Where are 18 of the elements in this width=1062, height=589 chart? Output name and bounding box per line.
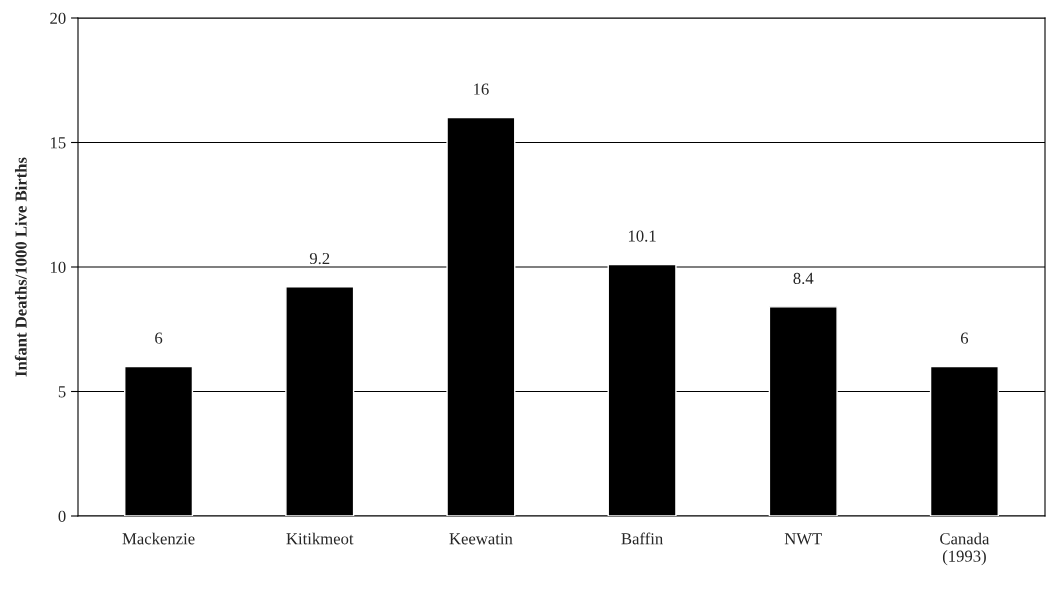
x-tick-label: Kitikmeot: [286, 532, 354, 545]
data-label: 6: [155, 332, 163, 344]
data-label: 9.2: [309, 252, 330, 265]
y-axis-title: Infant Deaths/1000 Live Births: [14, 157, 27, 377]
x-tick-label: Baffin: [621, 532, 663, 545]
y-tick-label: 10: [50, 261, 66, 273]
x-tick-label: Mackenzie: [122, 532, 195, 545]
x-tick-label: Keewatin: [449, 533, 513, 545]
data-label: 8.4: [793, 272, 814, 285]
y-tick-label: 20: [50, 12, 66, 24]
y-tick-label: 0: [58, 510, 66, 522]
data-label: 6: [960, 332, 969, 344]
data-label: 10.1: [628, 230, 656, 242]
y-tick-label: 5: [58, 386, 66, 398]
y-tick-label: 15: [50, 137, 66, 149]
data-label: 16: [474, 83, 489, 95]
x-tick-label: Canada (1993): [940, 532, 990, 566]
x-tick-label: NWT: [784, 533, 822, 545]
